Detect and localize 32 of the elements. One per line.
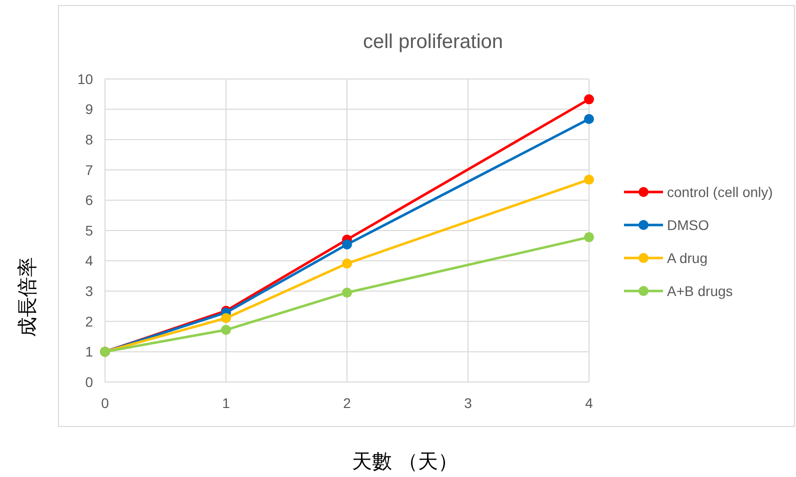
point xyxy=(584,94,594,104)
y-tick-label: 2 xyxy=(85,313,94,330)
y-tick-label: 6 xyxy=(85,192,94,208)
y-tick-label: 4 xyxy=(85,252,94,269)
x-tick-label: 4 xyxy=(585,395,594,411)
y-tick-label: 3 xyxy=(85,283,94,299)
point xyxy=(342,258,352,269)
y-axis-title: 成長倍率 xyxy=(15,257,39,337)
point xyxy=(342,239,352,250)
x-tick-label: 2 xyxy=(343,395,352,411)
point xyxy=(342,288,352,298)
point xyxy=(221,313,231,324)
point xyxy=(221,324,231,335)
x-axis-title: 天數 （天） xyxy=(352,449,458,473)
y-tick-label: 5 xyxy=(85,222,94,238)
point xyxy=(584,114,594,124)
y-tick-label: 10 xyxy=(77,70,94,87)
y-tick-label: 7 xyxy=(85,162,94,178)
y-tick-label: 9 xyxy=(85,101,94,118)
x-tick-label: 3 xyxy=(464,395,472,411)
legend-label: A+B drugs xyxy=(667,282,733,299)
y-tick-label: 0 xyxy=(85,374,94,390)
x-tick-label: 1 xyxy=(222,395,230,411)
point xyxy=(584,232,594,242)
point xyxy=(584,174,594,185)
x-tick-label: 0 xyxy=(101,395,110,411)
legend-label: control (cell only) xyxy=(667,184,773,200)
y-tick-label: 8 xyxy=(85,132,94,148)
legend-label: A drug xyxy=(667,250,708,266)
chart-title: cell proliferation xyxy=(362,31,504,53)
legend-label: DMSO xyxy=(667,216,710,233)
y-tick-label: 1 xyxy=(85,344,94,360)
